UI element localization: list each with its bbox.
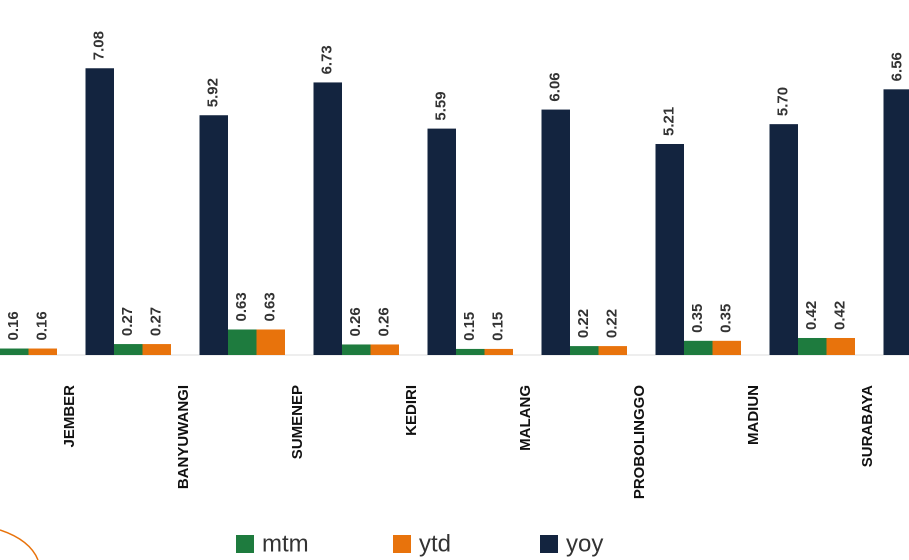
x-tick-label: PROBOLINGGO xyxy=(631,385,648,500)
bar xyxy=(28,348,57,355)
value-label: 6.73 xyxy=(319,45,336,74)
value-label: 6.56 xyxy=(889,52,906,81)
value-label: 0.35 xyxy=(718,304,735,333)
bar xyxy=(456,348,485,355)
legend-swatch xyxy=(236,535,254,553)
value-label: 0.15 xyxy=(461,312,478,341)
bar xyxy=(484,348,513,355)
x-tick-label: BANYUWANGI xyxy=(175,385,192,489)
value-label: 0.27 xyxy=(119,307,136,336)
bar xyxy=(114,344,143,355)
bar xyxy=(199,115,228,356)
bar xyxy=(883,89,909,355)
bar xyxy=(427,128,456,355)
value-label: 0.27 xyxy=(148,307,165,336)
legend-swatch xyxy=(540,535,558,553)
value-label: 0.63 xyxy=(262,292,279,321)
value-label: 0.42 xyxy=(803,301,820,330)
bar xyxy=(313,82,342,355)
value-label: 0.26 xyxy=(347,307,364,336)
bar xyxy=(370,344,399,355)
bar xyxy=(684,340,713,355)
x-tick-label: KEDIRI xyxy=(403,385,420,436)
value-label: 5.70 xyxy=(775,87,792,116)
value-label: 0.22 xyxy=(575,309,592,338)
value-label: 0.63 xyxy=(233,292,250,321)
value-label: 5.21 xyxy=(661,107,678,136)
decoration xyxy=(0,529,39,560)
x-tick-label: SURABAYA xyxy=(859,385,876,467)
bar xyxy=(85,68,114,355)
x-tick-label: MALANG xyxy=(517,385,534,451)
value-label: 0.35 xyxy=(689,304,706,333)
value-label: 6.06 xyxy=(547,72,564,101)
bar xyxy=(342,344,371,355)
value-label: 5.92 xyxy=(205,78,222,107)
legend-label: mtm xyxy=(262,530,309,557)
bar xyxy=(256,329,285,355)
bar xyxy=(541,109,570,355)
bar xyxy=(769,124,798,356)
value-label: 0.26 xyxy=(376,307,393,336)
bar xyxy=(826,337,855,355)
bar xyxy=(570,346,599,355)
bar xyxy=(798,337,827,355)
legend-label: ytd xyxy=(419,530,451,557)
value-label: 0.16 xyxy=(5,311,22,340)
bar xyxy=(228,329,257,355)
x-tick-label: SUMENEP xyxy=(289,385,306,459)
bar xyxy=(655,143,684,355)
value-label: 0.22 xyxy=(604,309,621,338)
value-label: 0.42 xyxy=(832,301,849,330)
legend-swatch xyxy=(393,535,411,553)
bar xyxy=(712,340,741,355)
value-label: 0.15 xyxy=(490,312,507,341)
value-label: 5.59 xyxy=(433,91,450,120)
bar xyxy=(142,344,171,355)
bar xyxy=(0,348,29,355)
x-tick-label: MADIUN xyxy=(745,385,762,445)
value-label: 0.16 xyxy=(34,311,51,340)
x-tick-label: JEMBER xyxy=(61,385,78,448)
legend-label: yoy xyxy=(566,530,603,557)
bar xyxy=(598,346,627,355)
value-label: 7.08 xyxy=(91,31,108,60)
